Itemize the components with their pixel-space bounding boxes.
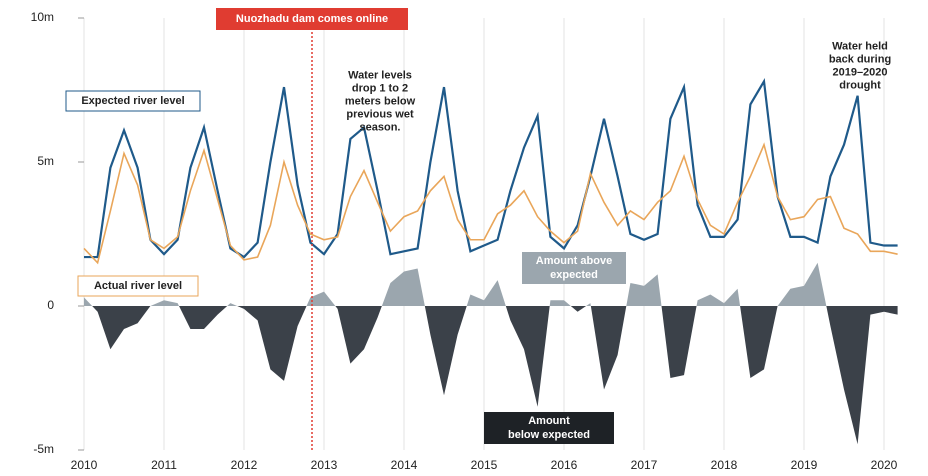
annotation: previous wet (346, 109, 414, 121)
series-line (83, 142, 898, 265)
y-tick-label: 10m (31, 10, 54, 24)
legend-actual-box (77, 275, 199, 297)
x-tick-label: 2015 (471, 458, 498, 472)
event-label: Nuozhadu dam comes online (236, 13, 388, 25)
legend-expected-box (65, 90, 201, 112)
below-label: below expected (508, 429, 590, 441)
y-tick-label: -5m (33, 442, 54, 456)
annotation: drought (839, 80, 881, 92)
x-tick-label: 2019 (791, 458, 818, 472)
legend-expected: Expected river level (81, 95, 184, 107)
x-tick-label: 2012 (231, 458, 258, 472)
x-tick-label: 2017 (631, 458, 658, 472)
y-tick-label: 0 (47, 298, 54, 312)
x-tick-label: 2020 (871, 458, 898, 472)
above-label: Amount above (536, 255, 612, 267)
legend-actual: Actual river level (94, 280, 182, 292)
x-tick-label: 2016 (551, 458, 578, 472)
x-tick-label: 2013 (311, 458, 338, 472)
below-label: Amount (528, 415, 570, 427)
annotation: drop 1 to 2 (352, 83, 408, 95)
below-label-box (484, 412, 614, 444)
x-tick-label: 2010 (71, 458, 98, 472)
annotation: Water levels (348, 70, 412, 82)
x-tick-label: 2014 (391, 458, 418, 472)
above-label: expected (550, 269, 598, 281)
y-tick-label: 5m (37, 154, 54, 168)
annotation: Water held (832, 41, 888, 53)
x-tick-label: 2011 (151, 458, 177, 472)
annotation: season. (360, 122, 401, 134)
difference-area (84, 262, 898, 445)
x-tick-label: 2018 (711, 458, 738, 472)
above-label-box (522, 252, 626, 284)
annotation: meters below (345, 96, 416, 108)
series-line (84, 77, 898, 259)
annotation: back during (829, 54, 891, 66)
event-box (216, 8, 408, 30)
annotation: 2019–2020 (832, 67, 887, 79)
